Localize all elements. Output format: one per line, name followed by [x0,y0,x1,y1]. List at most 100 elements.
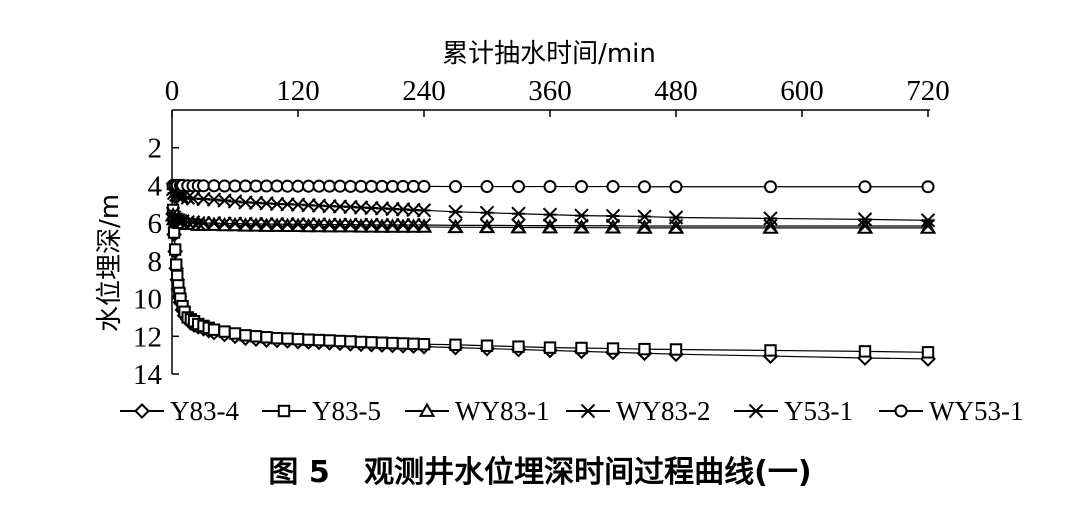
data-point [920,218,936,234]
data-point [291,332,305,346]
data-point [332,217,348,232]
data-point [606,180,620,194]
data-point [301,217,316,232]
data-point [857,218,873,234]
data-point [858,180,872,194]
x-tick-label: 600 [780,75,824,107]
data-point [669,180,683,194]
data-point [206,215,222,231]
data-point [385,217,400,233]
x-tick-label: 360 [528,75,572,107]
data-point [407,337,420,351]
data-point [270,331,284,345]
data-point [249,330,263,343]
series-wy53-1 [166,178,935,194]
legend-label: WY83-2 [616,396,710,426]
legend-label: WY83-1 [455,396,549,426]
data-point [364,217,379,233]
y-tick-label: 10 [133,284,162,316]
data-point [511,218,526,233]
data-point [218,325,231,338]
figure-title: 观测井水位埋深时间过程曲线(一) [364,455,811,490]
series-wy83-2 [165,206,936,234]
data-point [449,338,462,351]
data-point [322,217,337,232]
data-point [921,180,935,194]
y-axis-title: 水位埋深/m [95,194,125,332]
data-point [448,180,463,194]
data-point [921,346,935,359]
legend-item: Y83-4 [120,396,239,426]
legend-item: WY83-2 [566,396,710,426]
data-point [580,403,596,419]
data-point [574,180,589,194]
data-point [543,180,557,194]
data-point [511,180,526,194]
figure-number: 图 5 [268,455,329,490]
x-tick-label: 720 [906,75,950,107]
data-point [312,179,326,193]
y-tick-label: 2 [148,133,163,165]
y-tick-label: 6 [148,208,163,240]
x-tick-label: 0 [165,75,180,107]
data-point [170,258,183,271]
data-point [322,179,337,193]
data-point [606,342,620,355]
data-point [894,404,908,418]
data-point [333,334,347,348]
data-point [354,179,368,193]
data-point [238,179,253,193]
data-point [575,341,588,355]
data-point [343,179,358,193]
data-point [406,217,421,233]
data-point [511,206,526,221]
data-point [227,216,243,231]
data-point [238,216,253,232]
data-point [277,404,291,418]
data-point [374,217,390,233]
data-point [448,204,463,220]
data-point [416,217,432,233]
data-point [396,179,410,193]
data-point [207,179,221,193]
data-point [301,179,316,193]
data-point [290,217,306,232]
x-tick-label: 240 [402,75,446,107]
data-point [217,179,232,193]
data-point [323,334,336,347]
series-y53-1 [165,181,936,228]
data-point [168,243,182,256]
data-point [302,333,315,346]
data-point [417,179,431,193]
data-point [217,216,232,231]
data-point [669,343,683,356]
data-point [353,217,369,233]
data-point [406,179,421,193]
data-point [291,179,305,193]
y-tick-label: 8 [148,246,163,278]
data-point [396,337,410,350]
data-point [605,208,621,224]
legend-item: Y83-5 [262,396,381,426]
data-point [418,402,436,417]
data-point [312,333,326,347]
data-point [228,327,242,340]
data-point [281,332,294,345]
data-point [479,205,495,220]
data-point [574,218,589,233]
data-point [479,218,495,233]
data-point [196,215,211,231]
y-tick-label: 14 [133,359,163,391]
plot-area [164,178,937,367]
y-tick-label: 12 [133,321,162,353]
data-point [542,207,558,222]
x-axis-title: 累计抽水时间/min [442,39,656,69]
data-point [364,179,379,193]
data-point [763,211,778,226]
data-point [344,335,357,348]
legend-label: WY53-1 [929,396,1023,426]
data-point [416,203,432,218]
data-point [638,342,651,356]
data-point [448,218,463,233]
